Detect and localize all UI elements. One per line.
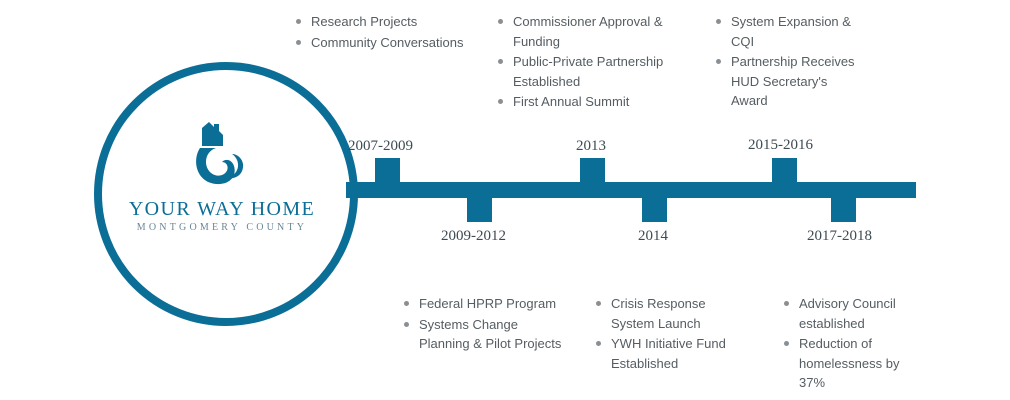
tick-2013 <box>580 158 605 184</box>
tick-2015-2016 <box>772 158 797 184</box>
list-item: Commissioner Approval & Funding <box>498 12 688 51</box>
brand-name: YOUR WAY HOME <box>128 198 316 220</box>
list-item: YWH Initiative Fund Established <box>596 334 726 373</box>
milestone-list-2017-2018: Advisory Council established Reduction o… <box>784 294 914 394</box>
milestone-list-2015-2016: System Expansion & CQI Partnership Recei… <box>716 12 866 112</box>
list-item: Public-Private Partnership Established <box>498 52 688 91</box>
year-label: 2013 <box>576 138 606 154</box>
milestone-list-2009-2012: Federal HPRP Program Systems Change Plan… <box>404 294 564 355</box>
milestone-list-2013: Commissioner Approval & Funding Public-P… <box>498 12 688 113</box>
list-item: System Expansion & CQI <box>716 12 866 51</box>
brand-subtitle: MONTGOMERY COUNTY <box>136 222 308 233</box>
list-item: Federal HPRP Program <box>404 294 564 314</box>
year-label: 2014 <box>638 228 668 244</box>
milestone-list-2014: Crisis Response System Launch YWH Initia… <box>596 294 726 374</box>
year-label: 2015-2016 <box>748 137 813 153</box>
house-swirl-icon <box>196 122 244 185</box>
milestone-list-2007-2009: Research Projects Community Conversation… <box>296 12 486 53</box>
list-item: Community Conversations <box>296 33 486 53</box>
list-item: First Annual Summit <box>498 92 688 112</box>
tick-2014 <box>642 196 667 222</box>
list-item: Systems Change Planning & Pilot Projects <box>404 315 564 354</box>
year-label: 2017-2018 <box>807 228 872 244</box>
timeline-bar <box>346 182 916 198</box>
tick-2007-2009 <box>375 158 400 184</box>
list-item: Research Projects <box>296 12 486 32</box>
list-item: Crisis Response System Launch <box>596 294 726 333</box>
year-label: 2009-2012 <box>441 228 506 244</box>
list-item: Partnership Receives HUD Secretary's Awa… <box>716 52 866 111</box>
list-item: Reduction of homelessness by 37% <box>784 334 914 393</box>
logo-circle <box>94 62 358 326</box>
tick-2017-2018 <box>831 196 856 222</box>
tick-2009-2012 <box>467 196 492 222</box>
year-label: 2007-2009 <box>348 138 413 154</box>
list-item: Advisory Council established <box>784 294 914 333</box>
